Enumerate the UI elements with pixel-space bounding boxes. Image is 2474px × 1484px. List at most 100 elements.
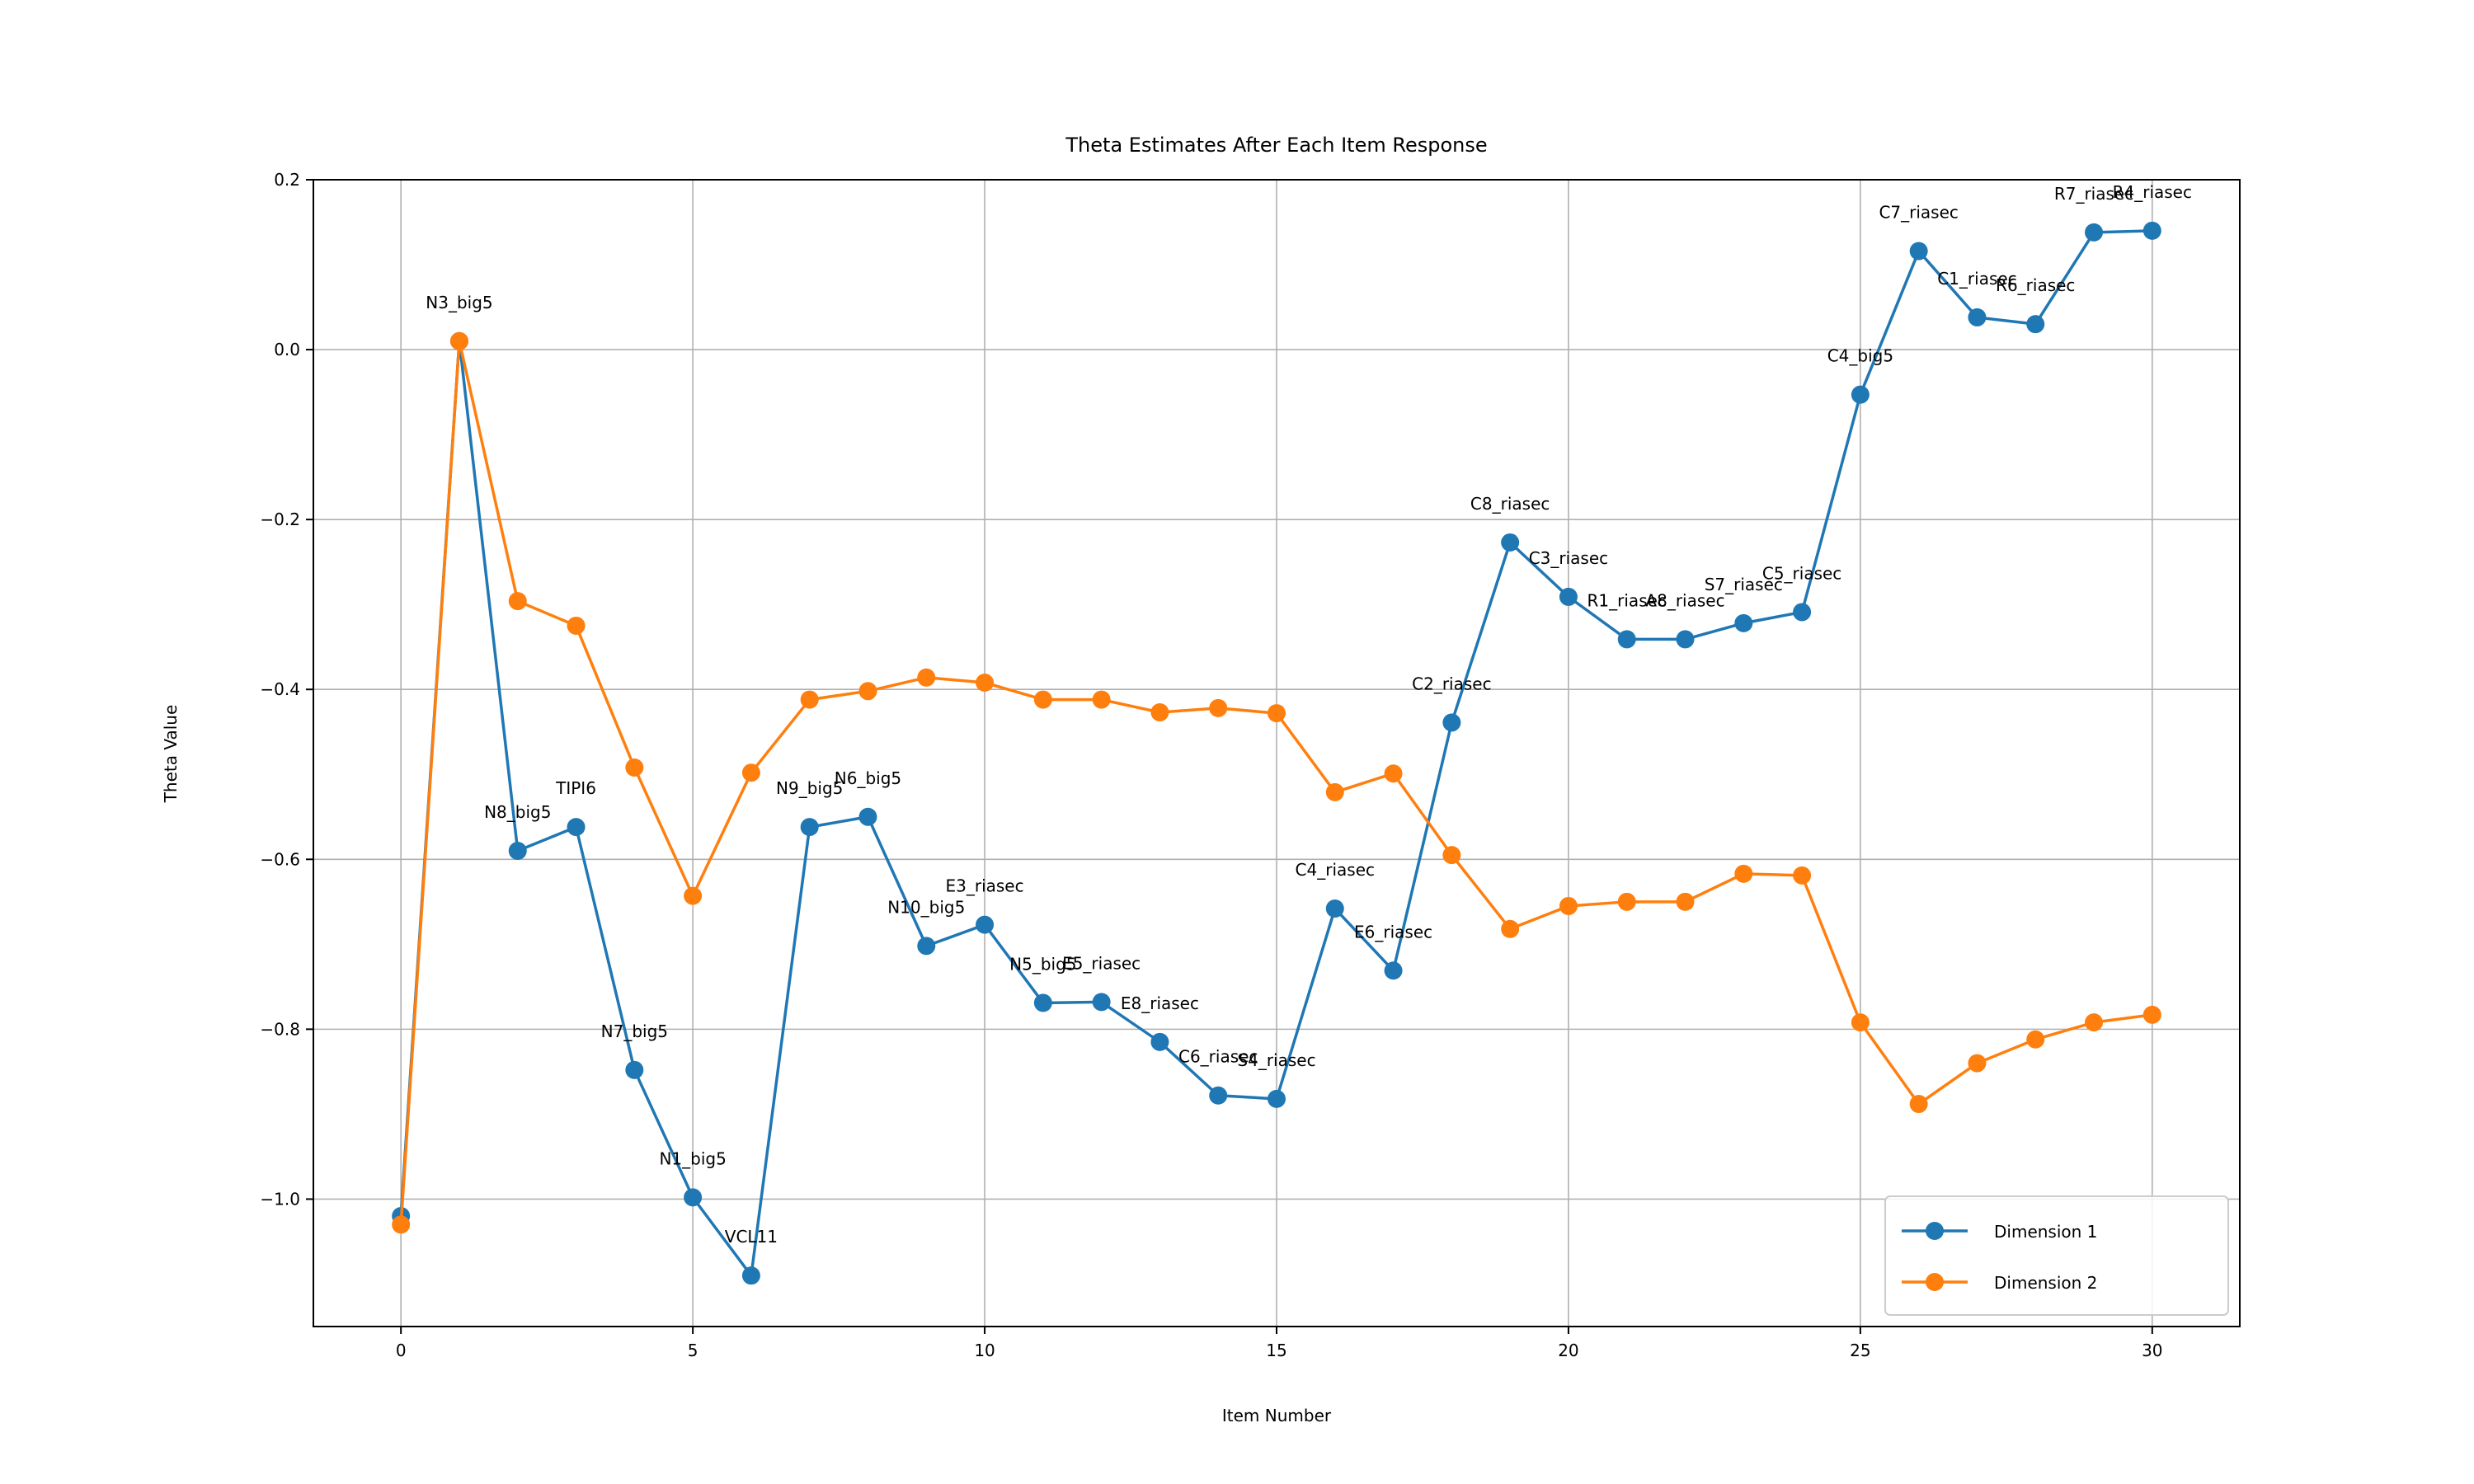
series-1-point	[1851, 385, 1870, 404]
y-tick-label: 0.2	[274, 170, 300, 190]
point-annotation: TIPI6	[555, 778, 596, 798]
chart-title: Theta Estimates After Each Item Response	[1065, 134, 1487, 157]
point-annotation: N10_big5	[887, 897, 965, 917]
point-annotation: C2_riasec	[1412, 674, 1491, 693]
series-2-point	[976, 673, 995, 692]
series-2-point	[1384, 764, 1403, 783]
point-annotation: N3_big5	[426, 293, 492, 312]
series-1-point	[2085, 223, 2104, 242]
series-2-point	[2142, 1005, 2161, 1024]
series-2-point	[625, 758, 644, 777]
x-tick-label: 20	[1558, 1341, 1578, 1360]
series-2-point	[567, 616, 586, 635]
point-annotation: E6_riasec	[1354, 922, 1432, 942]
legend: Dimension 1 Dimension 2	[1884, 1195, 2229, 1316]
series-2-point	[1325, 782, 1344, 801]
series-2-point	[684, 886, 703, 905]
y-tick-label: −0.6	[260, 849, 300, 869]
legend-label: Dimension 2	[1994, 1273, 2097, 1293]
series-2-point	[858, 682, 877, 701]
series-1-point	[1734, 613, 1753, 632]
point-annotation: N7_big5	[601, 1021, 668, 1041]
point-annotation: C4_big5	[1827, 346, 1893, 366]
series-2-point	[1851, 1013, 1870, 1032]
point-annotation: C8_riasec	[1470, 494, 1550, 514]
series-1-point	[567, 818, 586, 837]
point-annotation: E8_riasec	[1121, 993, 1199, 1013]
point-annotation: C6_riasec	[1178, 1047, 1258, 1067]
x-tick-label: 25	[1850, 1341, 1870, 1360]
series-1-point	[1209, 1086, 1228, 1105]
series-2-point	[1209, 698, 1228, 717]
series-1-point	[1676, 630, 1695, 649]
x-tick-label: 0	[396, 1341, 407, 1360]
series-2-point	[508, 592, 527, 611]
series-2-point	[392, 1215, 411, 1234]
point-annotation: R7_riasec	[2054, 184, 2133, 204]
series-2-point	[1559, 896, 1578, 915]
point-annotation: VCL11	[725, 1227, 778, 1247]
grid-lines	[313, 179, 2240, 1327]
legend-box	[1884, 1195, 2229, 1316]
point-annotation: A8_riasec	[1645, 590, 1724, 610]
series-1-point	[1793, 603, 1812, 622]
point-annotation: N8_big5	[484, 802, 551, 822]
point-annotation: R4_riasec	[2113, 182, 2192, 202]
point-annotation: C5_riasec	[1762, 563, 1841, 583]
x-tick-label: 30	[2142, 1341, 2162, 1360]
y-tick-label: −0.8	[260, 1019, 300, 1039]
plot-series	[392, 221, 2161, 1285]
y-tick-label: −1.0	[260, 1189, 300, 1209]
point-annotation: E5_riasec	[1062, 953, 1141, 973]
series-1-point	[741, 1266, 760, 1285]
point-annotation: C3_riasec	[1529, 548, 1608, 568]
series-2-point	[1793, 866, 1812, 885]
series-1-point	[858, 807, 877, 826]
series-2-point	[449, 331, 468, 350]
y-tick-label: −0.4	[260, 679, 300, 699]
series-1-point	[1384, 961, 1403, 980]
series-1-point	[1150, 1032, 1169, 1051]
series-2	[392, 331, 2161, 1234]
y-tick-label: 0.0	[274, 340, 300, 359]
point-annotation: N1_big5	[659, 1148, 726, 1168]
point-annotation: R1_riasec	[1587, 590, 1667, 610]
series-1-point	[684, 1188, 703, 1207]
series-2-point	[800, 690, 819, 709]
series-1-point	[1442, 713, 1461, 732]
point-annotation: N6_big5	[835, 768, 901, 788]
series-1-point	[1617, 630, 1636, 649]
series-2-point	[1501, 919, 1520, 938]
point-annotation: N5_big5	[1009, 954, 1076, 974]
series-1-point	[1559, 587, 1578, 606]
series-1-point	[1092, 993, 1111, 1012]
legend-label: Dimension 1	[1994, 1222, 2097, 1242]
point-annotation: N9_big5	[776, 778, 843, 798]
y-axis-label: Theta Value	[161, 705, 181, 804]
y-tick-label: −0.2	[260, 510, 300, 529]
series-2-point	[917, 668, 936, 687]
series-2-point	[2026, 1030, 2045, 1049]
x-tick-label: 15	[1266, 1341, 1286, 1360]
series-1-point	[1501, 533, 1520, 552]
series-2-point	[1150, 703, 1169, 722]
series-1-point	[800, 818, 819, 837]
axis-ticks: 0 5 10 15 20 25 30 0.2 0.0 −0.2 −0.4 −0.6 −0.8 −1.0	[260, 170, 2162, 1360]
series-2-point	[1734, 864, 1753, 883]
point-annotation: C4_riasec	[1296, 860, 1375, 880]
point-annotation: S7_riasec	[1705, 575, 1783, 594]
series-1-point	[2026, 315, 2045, 334]
legend-marker	[1926, 1222, 1944, 1240]
point-annotation: S4_riasec	[1237, 1050, 1315, 1070]
series-1-point	[508, 841, 527, 860]
series-2-point	[1617, 892, 1636, 911]
x-axis-label: Item Number	[1222, 1406, 1332, 1425]
series-1-point	[625, 1060, 644, 1079]
series-2-point	[741, 763, 760, 782]
x-tick-label: 10	[974, 1341, 995, 1360]
series-2-point	[1092, 690, 1111, 709]
series-2-point	[1676, 892, 1695, 911]
series-1-point	[1033, 993, 1052, 1012]
